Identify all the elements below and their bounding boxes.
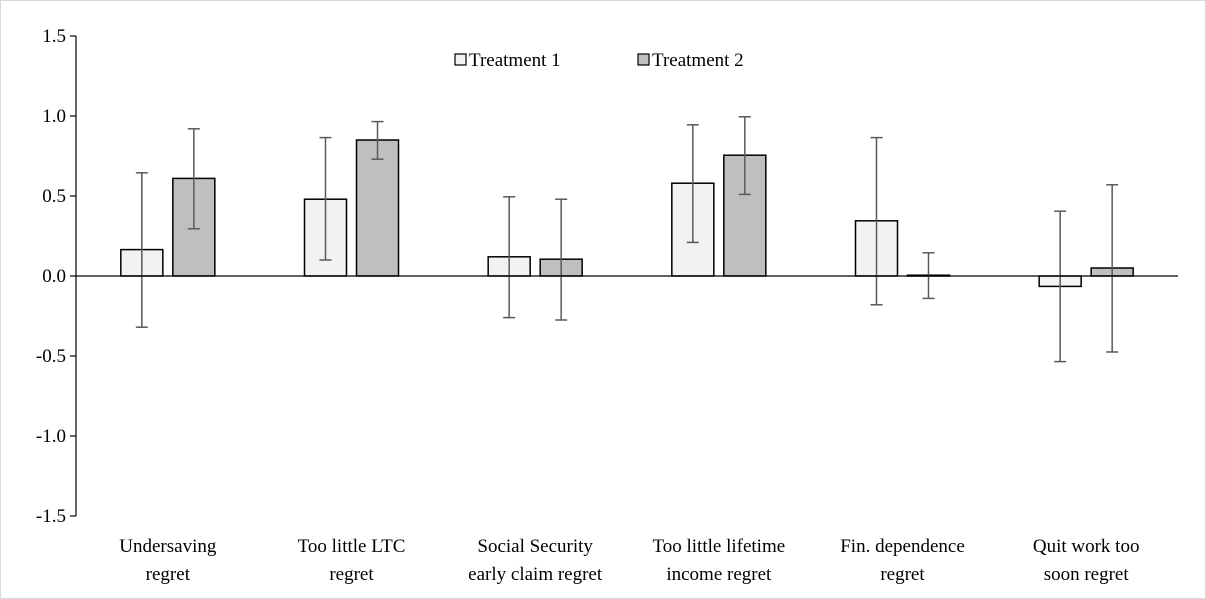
error-bar-2-6 bbox=[1106, 184, 1119, 353]
y-tick-label: 1.5 bbox=[42, 26, 66, 47]
x-axis-labels: Undersaving regret Too little LTC regret Soc… bbox=[119, 536, 1139, 585]
legend-swatch bbox=[637, 53, 650, 66]
x-tick-label: early claim regret bbox=[468, 564, 603, 585]
x-tick-label: income regret bbox=[666, 564, 772, 585]
y-tick-label: 0.0 bbox=[42, 266, 66, 287]
error-bar-1-5 bbox=[870, 136, 883, 306]
error-bar-1-1 bbox=[135, 172, 148, 328]
y-tick-label: 0.5 bbox=[42, 186, 66, 207]
error-bar-2-4 bbox=[738, 116, 751, 196]
error-bar-1-6 bbox=[1054, 210, 1067, 363]
y-tick-label: 1.0 bbox=[42, 106, 66, 127]
y-axis-ticks: 1.5 1.0 0.5 0.0 -0.5 -1.0 -1.5 bbox=[36, 26, 76, 527]
bar-2-2 bbox=[355, 139, 400, 277]
x-tick-label: Fin. dependence bbox=[840, 536, 965, 557]
legend: Treatment 1 Treatment 2 bbox=[454, 50, 744, 71]
error-bar-1-4 bbox=[686, 124, 699, 244]
error-bar-1-2 bbox=[319, 136, 332, 261]
y-tick-label: -0.5 bbox=[36, 346, 66, 367]
error-bar-2-1 bbox=[187, 128, 200, 230]
legend-label: Treatment 2 bbox=[652, 50, 744, 71]
legend-label: Treatment 1 bbox=[469, 50, 561, 71]
x-tick-label: Too little lifetime bbox=[652, 536, 785, 557]
x-tick-label: regret bbox=[146, 564, 191, 585]
error-bar-2-2 bbox=[371, 120, 384, 160]
legend-item-2: Treatment 2 bbox=[637, 50, 744, 71]
error-bar-1-3 bbox=[503, 196, 516, 319]
error-bars-group bbox=[135, 116, 1119, 363]
x-tick-label: soon regret bbox=[1044, 564, 1130, 585]
legend-item-1: Treatment 1 bbox=[454, 50, 561, 71]
legend-swatch bbox=[454, 53, 467, 66]
y-tick-label: -1.0 bbox=[36, 426, 66, 447]
x-tick-label: Too little LTC bbox=[298, 536, 406, 557]
x-tick-label: Undersaving bbox=[119, 536, 217, 557]
x-tick-label: regret bbox=[329, 564, 374, 585]
y-tick-label: -1.5 bbox=[36, 506, 66, 527]
x-tick-label: Social Security bbox=[477, 536, 593, 557]
error-bar-2-3 bbox=[555, 198, 568, 321]
x-tick-label: regret bbox=[880, 564, 925, 585]
x-tick-label: Quit work too bbox=[1033, 536, 1140, 557]
